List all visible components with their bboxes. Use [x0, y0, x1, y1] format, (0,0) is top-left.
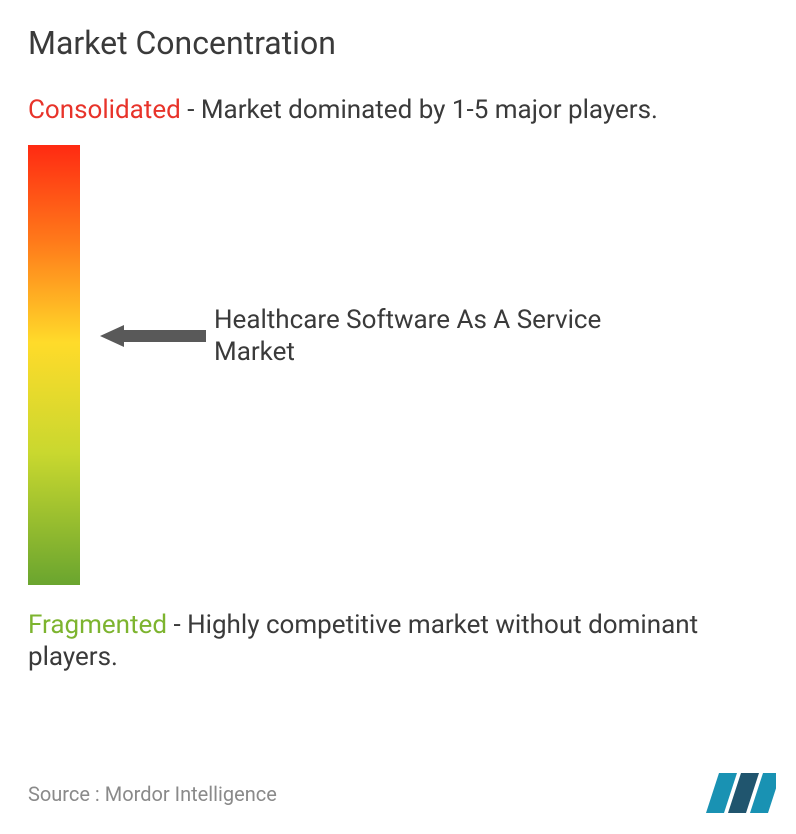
concentration-chart: Healthcare Software As A Service Market: [28, 145, 768, 585]
marker-arrow-group: Healthcare Software As A Service Market: [100, 304, 634, 369]
marker-label: Healthcare Software As A Service Market: [214, 304, 634, 369]
page-title: Market Concentration: [28, 24, 768, 62]
legend-consolidated-label: Consolidated: [28, 95, 181, 125]
source-prefix: Source :: [28, 782, 105, 806]
legend-consolidated-desc: - Market dominated by 1-5 major players.: [181, 95, 658, 125]
mordor-logo-icon: [706, 770, 776, 816]
gradient-bar: [28, 145, 80, 585]
legend-consolidated: Consolidated - Market dominated by 1-5 m…: [28, 94, 768, 127]
legend-fragmented-label: Fragmented: [28, 610, 167, 640]
legend-fragmented: Fragmented - Highly competitive market w…: [28, 609, 768, 674]
arrow-left-icon: [100, 325, 206, 347]
source-attribution: Source : Mordor Intelligence: [28, 782, 277, 806]
source-name: Mordor Intelligence: [105, 782, 277, 806]
